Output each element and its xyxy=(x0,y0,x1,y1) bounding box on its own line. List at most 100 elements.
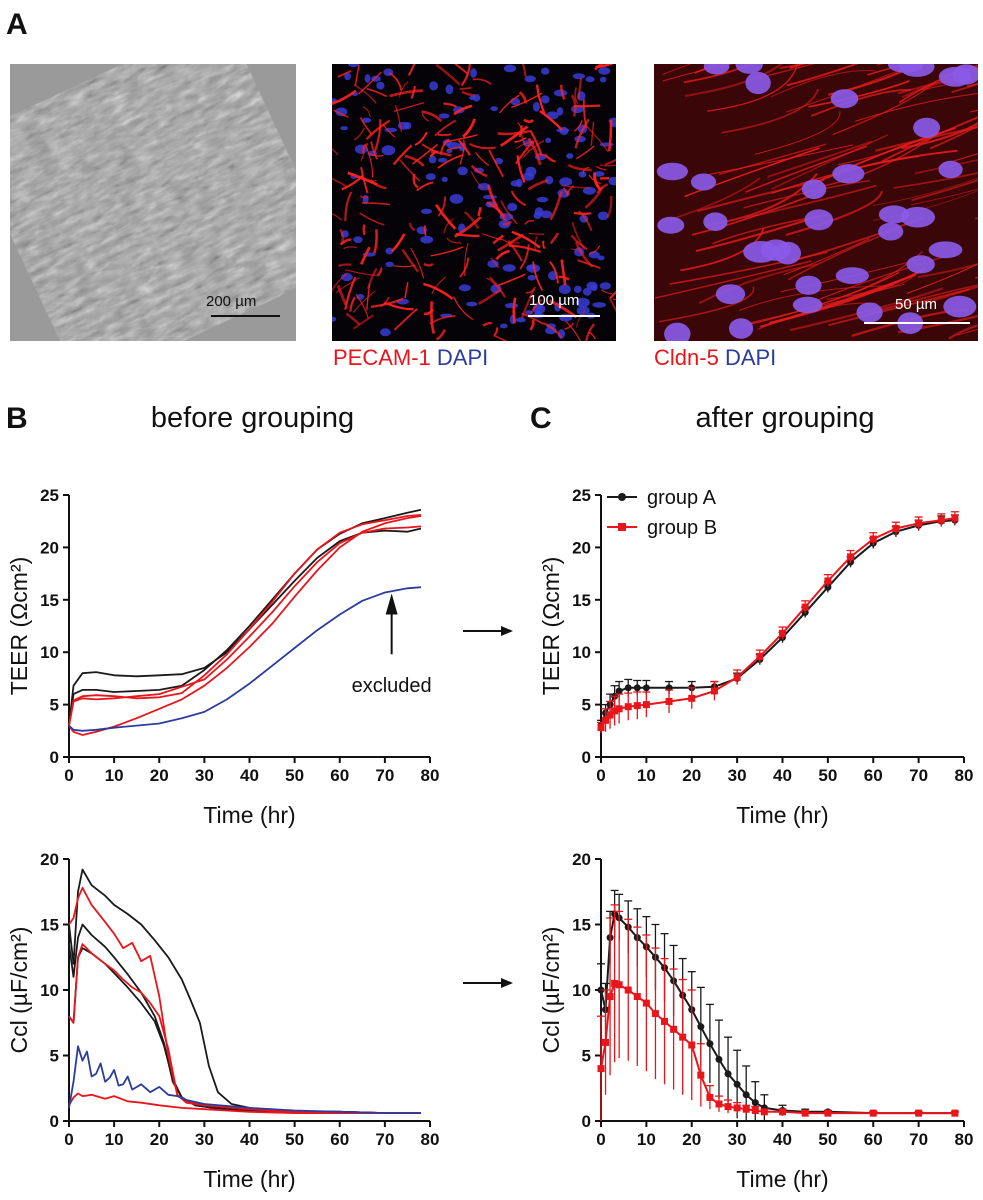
membrane-mark xyxy=(345,269,377,277)
membrane-mark xyxy=(383,301,414,311)
y-axis-label: TEER (Ωcm²) xyxy=(6,557,32,696)
nucleus-mark xyxy=(532,102,540,112)
nucleus-mark xyxy=(487,260,499,268)
membrane-mark xyxy=(810,89,911,117)
x-tick-label: 40 xyxy=(240,766,259,785)
y-tick-label: 15 xyxy=(40,916,59,935)
membrane-mark xyxy=(353,84,377,104)
membrane-mark xyxy=(607,119,613,152)
x-tick-label: 50 xyxy=(818,1130,837,1149)
data-point xyxy=(697,1023,705,1031)
membrane-mark xyxy=(472,78,492,85)
membrane-mark xyxy=(455,232,480,238)
membrane-mark xyxy=(345,312,361,326)
membrane-mark xyxy=(408,222,416,232)
nucleus-mark xyxy=(469,95,476,100)
membrane-mark xyxy=(445,134,478,143)
membrane-mark xyxy=(586,125,609,153)
data-point xyxy=(602,1038,610,1046)
membrane-mark xyxy=(519,244,530,270)
membrane-mark xyxy=(577,78,582,100)
membrane-mark xyxy=(361,202,391,206)
nucleus-mark xyxy=(348,64,360,68)
nucleus-mark xyxy=(574,285,582,293)
x-tick-label: 80 xyxy=(955,766,974,785)
series-5 xyxy=(68,586,422,732)
chart-b_teer: 0 10 20 30 40 50 60 70 80 0 5 10 15 20 25 Time (hr) TEER… xyxy=(6,486,439,828)
scale-bar-label-2: 100 µm xyxy=(529,292,580,309)
nucleus-mark xyxy=(332,316,337,322)
data-point xyxy=(760,1108,768,1116)
membrane-mark xyxy=(559,84,566,100)
membrane-mark xyxy=(390,233,406,253)
membrane-mark xyxy=(754,111,841,155)
membrane-mark xyxy=(549,232,560,245)
membrane-mark xyxy=(609,297,616,313)
membrane-mark xyxy=(520,125,530,152)
membrane-mark xyxy=(510,190,527,207)
data-point xyxy=(742,1105,750,1113)
data-point xyxy=(642,701,650,709)
nucleus-mark xyxy=(856,302,883,323)
nucleus-mark xyxy=(575,297,590,308)
y-tick-label: 5 xyxy=(50,696,59,715)
x-tick-label: 60 xyxy=(330,766,349,785)
series-line xyxy=(600,519,955,726)
data-point xyxy=(824,577,832,585)
nucleus-mark xyxy=(556,107,564,116)
x-tick-label: 80 xyxy=(955,1130,974,1149)
x-tick-label: 0 xyxy=(596,1130,605,1149)
nucleus-mark xyxy=(515,317,526,323)
membrane-mark xyxy=(477,206,482,217)
series-line xyxy=(68,515,422,736)
membrane-mark xyxy=(355,293,369,319)
membrane-mark xyxy=(366,87,388,98)
data-point xyxy=(724,1103,732,1111)
x-tick-label: 60 xyxy=(864,766,883,785)
data-point xyxy=(624,684,632,692)
series-group-A xyxy=(597,514,959,731)
nucleus-mark xyxy=(540,210,553,219)
membrane-mark xyxy=(910,188,978,206)
data-point xyxy=(915,519,923,527)
membrane-mark xyxy=(574,87,579,105)
membrane-mark xyxy=(343,246,357,250)
nucleus-mark xyxy=(376,81,385,90)
membrane-mark xyxy=(410,247,425,279)
series-6 xyxy=(68,1045,421,1114)
y-tick-label: 10 xyxy=(40,981,59,1000)
membrane-mark xyxy=(893,172,978,189)
membrane-mark xyxy=(875,126,978,152)
x-tick-label: 10 xyxy=(105,766,124,785)
nucleus-mark xyxy=(525,166,537,177)
membrane-mark xyxy=(359,117,373,136)
membrane-mark xyxy=(353,127,366,141)
membrane-mark xyxy=(522,140,545,159)
membrane-mark xyxy=(481,233,503,241)
y-axis-label: TEER (Ωcm²) xyxy=(538,557,564,696)
membrane-mark xyxy=(917,262,978,279)
right-arrow-icon xyxy=(463,626,513,636)
nucleus-mark xyxy=(743,241,779,263)
legend-marker xyxy=(618,493,626,501)
membrane-mark xyxy=(461,90,475,97)
nucleus-mark xyxy=(429,81,438,91)
nucleus-mark xyxy=(735,64,763,74)
y-tick-label: 5 xyxy=(50,1047,59,1066)
membrane-mark xyxy=(767,140,873,178)
membrane-mark xyxy=(594,64,605,71)
membrane-mark xyxy=(382,124,396,138)
membrane-mark xyxy=(691,190,824,236)
x-tick-label: 20 xyxy=(682,766,701,785)
x-tick-label: 30 xyxy=(728,1130,747,1149)
nucleus-mark xyxy=(541,67,550,75)
membrane-mark xyxy=(881,116,978,163)
y-tick-label: 20 xyxy=(40,850,59,869)
membrane-mark xyxy=(612,298,616,301)
membrane-mark xyxy=(539,110,564,132)
membrane-mark xyxy=(460,64,471,86)
y-tick-label: 15 xyxy=(572,591,591,610)
membrane-mark xyxy=(399,159,421,182)
y-tick-label: 0 xyxy=(582,748,591,767)
membrane-mark xyxy=(439,138,450,155)
